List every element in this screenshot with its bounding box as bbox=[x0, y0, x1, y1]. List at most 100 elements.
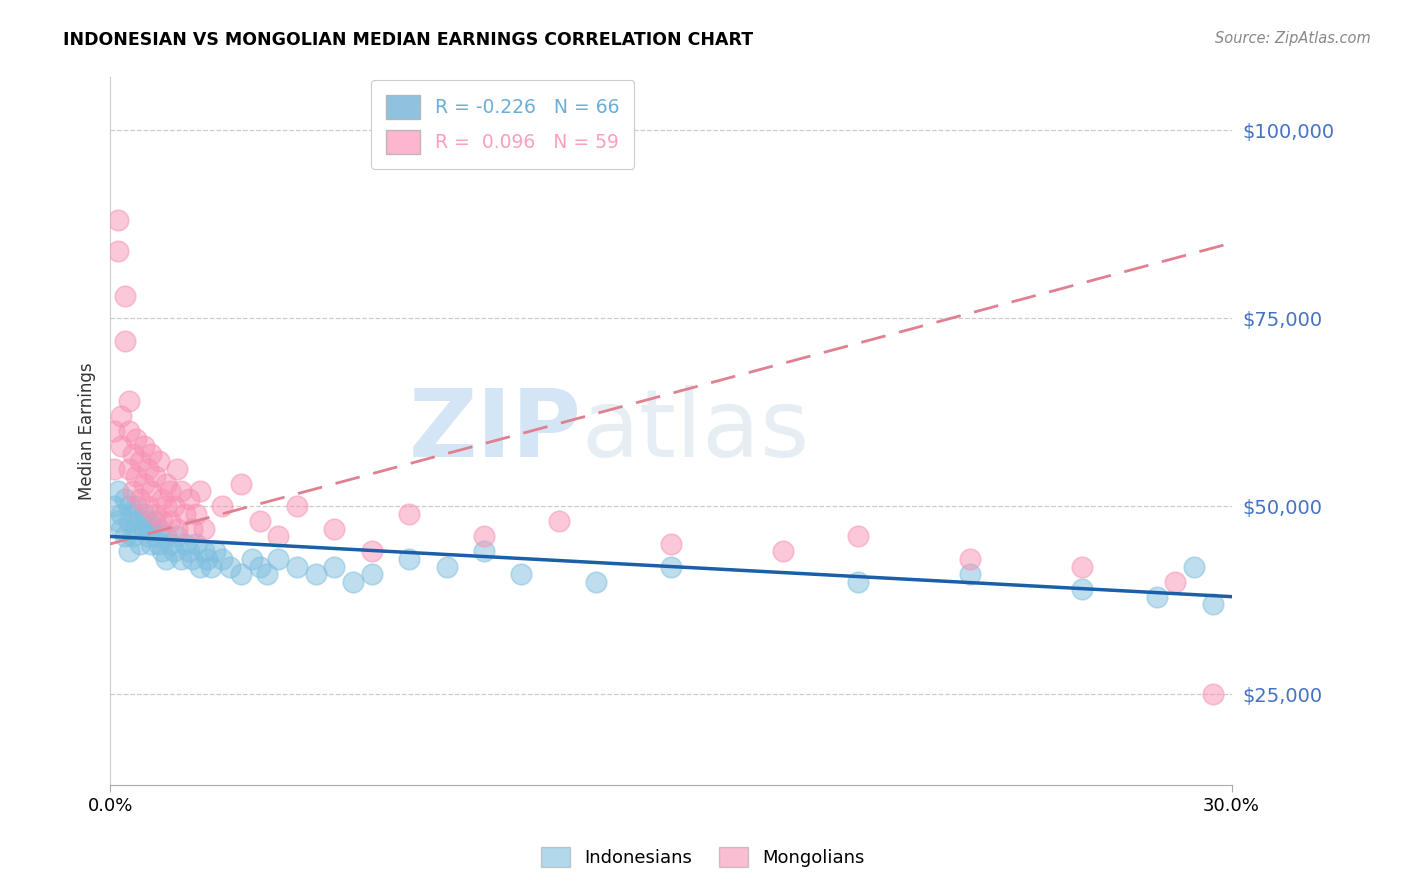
Point bbox=[148, 537, 170, 551]
Point bbox=[177, 491, 200, 506]
Point bbox=[218, 559, 240, 574]
Point bbox=[959, 567, 981, 582]
Point bbox=[170, 484, 193, 499]
Point bbox=[159, 484, 181, 499]
Point bbox=[163, 500, 186, 514]
Point bbox=[472, 529, 495, 543]
Point bbox=[249, 515, 271, 529]
Point bbox=[155, 529, 177, 543]
Point bbox=[166, 529, 188, 543]
Point bbox=[125, 432, 148, 446]
Point bbox=[121, 507, 143, 521]
Point bbox=[141, 537, 163, 551]
Point bbox=[267, 552, 290, 566]
Point bbox=[121, 484, 143, 499]
Point bbox=[152, 515, 174, 529]
Point bbox=[136, 515, 159, 529]
Point bbox=[249, 559, 271, 574]
Legend: Indonesians, Mongolians: Indonesians, Mongolians bbox=[534, 839, 872, 874]
Point bbox=[118, 515, 141, 529]
Point bbox=[136, 529, 159, 543]
Point bbox=[110, 409, 132, 423]
Point bbox=[195, 552, 218, 566]
Point bbox=[342, 574, 364, 589]
Point bbox=[136, 461, 159, 475]
Point bbox=[267, 529, 290, 543]
Point bbox=[136, 500, 159, 514]
Point bbox=[193, 544, 215, 558]
Point bbox=[107, 213, 129, 227]
Point bbox=[121, 447, 143, 461]
Point bbox=[110, 439, 132, 453]
Point bbox=[118, 544, 141, 558]
Point bbox=[188, 484, 211, 499]
Point bbox=[103, 461, 125, 475]
Point bbox=[103, 424, 125, 438]
Point bbox=[114, 491, 136, 506]
Point bbox=[107, 244, 129, 258]
Point bbox=[174, 507, 197, 521]
Point bbox=[163, 544, 186, 558]
Point bbox=[118, 461, 141, 475]
Legend: R = -0.226   N = 66, R =  0.096   N = 59: R = -0.226 N = 66, R = 0.096 N = 59 bbox=[371, 79, 634, 169]
Point bbox=[547, 515, 569, 529]
Point bbox=[114, 288, 136, 302]
Point bbox=[188, 559, 211, 574]
Point bbox=[323, 559, 346, 574]
Point bbox=[285, 559, 308, 574]
Text: atlas: atlas bbox=[581, 385, 810, 477]
Point bbox=[110, 522, 132, 536]
Point bbox=[114, 529, 136, 543]
Point bbox=[772, 544, 794, 558]
Point bbox=[360, 567, 382, 582]
Point bbox=[229, 476, 252, 491]
Point bbox=[159, 537, 181, 551]
Text: ZIP: ZIP bbox=[408, 385, 581, 477]
Y-axis label: Median Earnings: Median Earnings bbox=[79, 362, 96, 500]
Point bbox=[132, 476, 155, 491]
Point bbox=[148, 454, 170, 468]
Point bbox=[125, 469, 148, 483]
Point bbox=[211, 500, 233, 514]
Point bbox=[143, 469, 166, 483]
Point bbox=[1071, 582, 1094, 596]
Point bbox=[181, 552, 204, 566]
Point bbox=[193, 522, 215, 536]
Point bbox=[285, 500, 308, 514]
Point bbox=[510, 567, 533, 582]
Point bbox=[152, 544, 174, 558]
Point bbox=[118, 424, 141, 438]
Point bbox=[155, 476, 177, 491]
Point bbox=[959, 552, 981, 566]
Point bbox=[204, 544, 226, 558]
Text: Source: ZipAtlas.com: Source: ZipAtlas.com bbox=[1215, 31, 1371, 46]
Point bbox=[472, 544, 495, 558]
Point bbox=[1202, 688, 1225, 702]
Point bbox=[118, 500, 141, 514]
Point bbox=[184, 507, 207, 521]
Point bbox=[436, 559, 458, 574]
Point bbox=[132, 439, 155, 453]
Point bbox=[184, 537, 207, 551]
Point bbox=[129, 491, 152, 506]
Point bbox=[103, 500, 125, 514]
Point bbox=[177, 544, 200, 558]
Point bbox=[159, 515, 181, 529]
Point bbox=[155, 500, 177, 514]
Point bbox=[114, 334, 136, 348]
Point bbox=[1182, 559, 1205, 574]
Point bbox=[107, 515, 129, 529]
Point bbox=[141, 522, 163, 536]
Point bbox=[846, 574, 869, 589]
Point bbox=[141, 447, 163, 461]
Point bbox=[141, 484, 163, 499]
Point bbox=[148, 522, 170, 536]
Point bbox=[125, 522, 148, 536]
Point bbox=[143, 507, 166, 521]
Point bbox=[166, 461, 188, 475]
Text: INDONESIAN VS MONGOLIAN MEDIAN EARNINGS CORRELATION CHART: INDONESIAN VS MONGOLIAN MEDIAN EARNINGS … bbox=[63, 31, 754, 49]
Point bbox=[1146, 590, 1168, 604]
Point bbox=[166, 522, 188, 536]
Point bbox=[129, 537, 152, 551]
Point bbox=[846, 529, 869, 543]
